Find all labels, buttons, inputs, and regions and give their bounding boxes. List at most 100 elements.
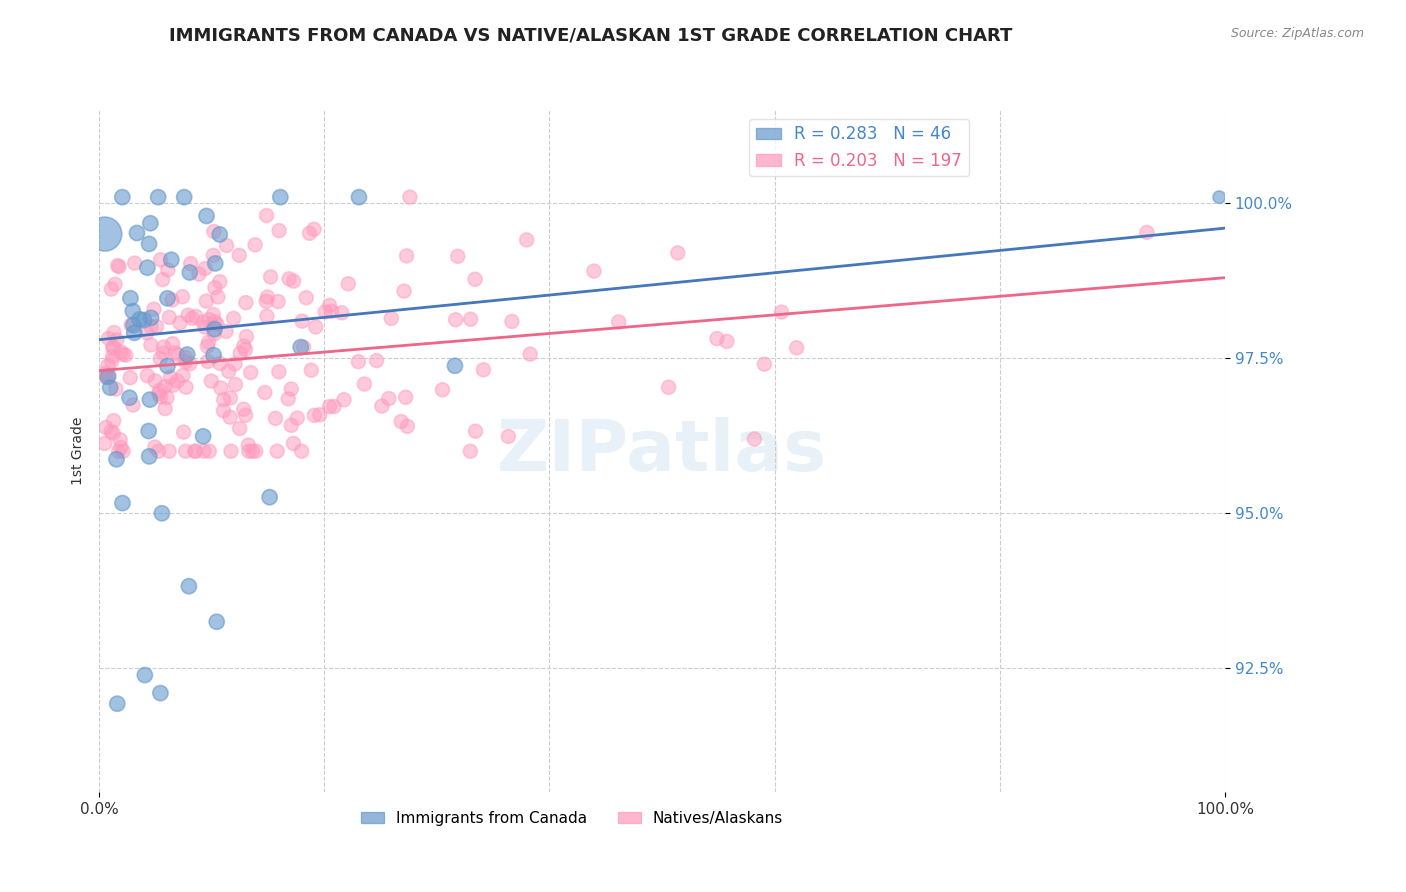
Point <box>103 414 125 428</box>
Point <box>218 364 240 378</box>
Point <box>112 347 135 361</box>
Point <box>238 438 260 452</box>
Point <box>103 340 125 354</box>
Point <box>208 275 231 289</box>
Point <box>264 411 287 425</box>
Point <box>156 291 179 305</box>
Point <box>114 348 136 362</box>
Point <box>94 420 117 434</box>
Point <box>149 351 172 366</box>
Point <box>786 341 808 355</box>
Point <box>160 252 183 267</box>
Point <box>165 345 187 359</box>
Point <box>283 274 305 288</box>
Point <box>259 490 281 504</box>
Point <box>172 368 194 383</box>
Point <box>184 310 207 324</box>
Point <box>162 336 184 351</box>
Point <box>215 325 238 339</box>
Point <box>125 226 148 240</box>
Point <box>181 311 204 326</box>
Point <box>219 444 242 458</box>
Point <box>150 506 173 520</box>
Point <box>173 425 195 439</box>
Point <box>179 357 201 371</box>
Point <box>191 429 214 443</box>
Point <box>1208 190 1230 204</box>
Point <box>305 320 328 334</box>
Point <box>267 294 290 309</box>
Point <box>277 392 299 406</box>
Point <box>308 408 330 422</box>
Point <box>204 281 226 295</box>
Point <box>333 392 356 407</box>
Point <box>706 332 728 346</box>
Point <box>392 284 415 298</box>
Point <box>292 340 315 354</box>
Point <box>666 246 689 260</box>
Point <box>498 429 520 443</box>
Point <box>153 379 176 393</box>
Point <box>108 260 131 274</box>
Point <box>139 216 162 230</box>
Point <box>110 345 132 359</box>
Point <box>101 349 124 363</box>
Point <box>148 386 170 401</box>
Point <box>314 305 336 319</box>
Point <box>149 252 172 267</box>
Point <box>195 209 218 223</box>
Point <box>136 368 159 383</box>
Point <box>174 380 197 394</box>
Point <box>94 367 117 381</box>
Point <box>209 357 232 371</box>
Point <box>607 315 630 329</box>
Point <box>118 391 141 405</box>
Point <box>120 318 142 332</box>
Point <box>299 363 322 377</box>
Point <box>141 319 163 334</box>
Point <box>353 377 375 392</box>
Point <box>283 436 305 450</box>
Point <box>110 440 132 454</box>
Point <box>174 444 197 458</box>
Point <box>447 249 470 263</box>
Point <box>232 402 254 417</box>
Point <box>396 419 419 434</box>
Point <box>162 378 184 392</box>
Point <box>148 384 170 398</box>
Point <box>209 381 232 395</box>
Point <box>153 340 176 354</box>
Point <box>202 308 225 322</box>
Point <box>222 311 245 326</box>
Point <box>138 236 160 251</box>
Point <box>103 326 125 340</box>
Point <box>389 415 412 429</box>
Point <box>105 697 128 711</box>
Point <box>148 444 170 458</box>
Point <box>380 311 402 326</box>
Point <box>208 227 231 242</box>
Point <box>121 304 143 318</box>
Point <box>290 340 312 354</box>
Point <box>149 686 172 700</box>
Point <box>267 224 290 238</box>
Point <box>198 312 221 326</box>
Point <box>111 496 134 510</box>
Point <box>323 400 346 414</box>
Point <box>100 282 122 296</box>
Point <box>187 267 209 281</box>
Point <box>242 444 264 458</box>
Point <box>754 357 776 371</box>
Point <box>148 190 170 204</box>
Point <box>458 444 481 458</box>
Point <box>132 313 155 327</box>
Point <box>1136 226 1159 240</box>
Point <box>472 363 495 377</box>
Point <box>444 312 467 326</box>
Text: ZIPatlas: ZIPatlas <box>496 417 827 486</box>
Point <box>193 444 215 458</box>
Point <box>202 248 225 262</box>
Point <box>94 436 117 450</box>
Point <box>104 382 127 396</box>
Point <box>298 227 321 241</box>
